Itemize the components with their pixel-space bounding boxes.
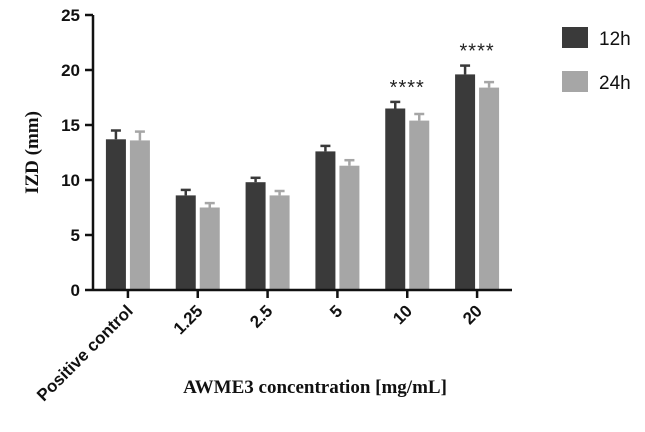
bar-24h-20 [479, 87, 500, 290]
bar-24h-2.5 [269, 195, 290, 290]
x-tick-label: 1.25 [170, 301, 207, 338]
bar-24h-5 [339, 165, 360, 290]
x-tick-label: 20 [459, 301, 486, 328]
bar-12h-20 [455, 74, 476, 291]
x-tick-label: 10 [389, 301, 416, 328]
bar-12h-5 [315, 151, 336, 290]
bar-12h-2.5 [245, 182, 266, 290]
legend-swatch-24h [562, 71, 588, 92]
x-tick-label: Positive control [33, 301, 137, 405]
y-tick-label: 25 [61, 6, 80, 25]
legend: 12h 24h [562, 27, 631, 94]
bar-24h-10 [409, 120, 430, 290]
x-tick-label: 2.5 [246, 301, 276, 331]
bar-12h-1.25 [175, 195, 196, 290]
significance-annotation: **** [390, 77, 425, 99]
bar-12h-positive-control [105, 139, 126, 290]
bar-24h-positive-control [129, 140, 150, 290]
y-tick-label: 15 [61, 116, 80, 135]
y-axis-title: IZD (mm) [22, 111, 43, 194]
bar-24h-1.25 [199, 207, 220, 290]
y-tick-label: 10 [61, 171, 80, 190]
legend-label-24h: 24h [599, 73, 631, 94]
bars-layer: **** **** [105, 41, 500, 291]
legend-label-12h: 12h [599, 29, 631, 50]
y-tick-label: 5 [71, 226, 80, 245]
x-axis-title: AWME3 concentration [mg/mL] [183, 377, 447, 398]
bar-12h-10 [385, 108, 406, 290]
legend-swatch-12h [562, 27, 588, 48]
axes-layer [91, 15, 512, 292]
y-tick-label: 0 [71, 281, 80, 300]
significance-annotation: **** [460, 41, 495, 63]
x-tick-label: 5 [326, 301, 346, 321]
y-tick-label: 20 [61, 61, 80, 80]
